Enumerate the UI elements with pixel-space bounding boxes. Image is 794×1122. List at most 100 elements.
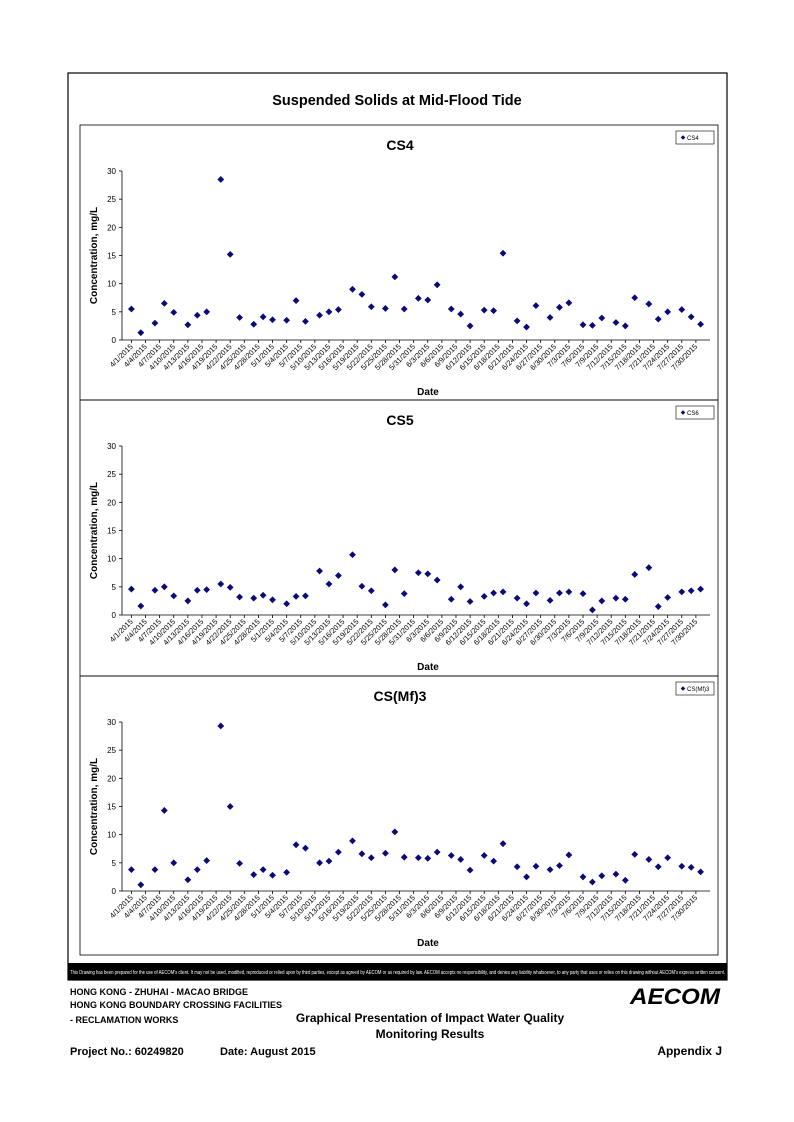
data-point [589, 321, 596, 329]
data-point [499, 249, 507, 257]
data-point [565, 299, 573, 307]
y-tick-label: 0 [112, 887, 117, 896]
data-point [269, 596, 276, 604]
data-point [128, 305, 135, 313]
data-point [391, 273, 399, 281]
data-point [447, 852, 455, 859]
data-point [316, 859, 323, 867]
data-point [316, 311, 323, 319]
data-point [490, 857, 498, 865]
y-tick-label: 5 [112, 583, 117, 592]
project-line: HONG KONG - ZHUHAI - MACAO BRIDGE [70, 987, 248, 997]
data-point [466, 598, 474, 605]
data-point [269, 316, 276, 324]
data-point [217, 580, 225, 588]
y-tick-label: 30 [107, 167, 116, 176]
data-point [302, 844, 309, 852]
data-point [302, 318, 309, 325]
data-point [358, 290, 366, 298]
data-point [325, 857, 333, 865]
data-point [334, 848, 342, 856]
data-point [579, 590, 587, 597]
data-point [556, 589, 563, 597]
data-point [259, 313, 267, 321]
data-point [349, 285, 356, 293]
data-point [193, 311, 201, 319]
data-point [283, 316, 291, 324]
data-point [645, 300, 653, 308]
data-point [137, 329, 145, 337]
y-tick-label: 30 [107, 442, 116, 451]
data-point [302, 592, 309, 600]
legend-box [675, 130, 715, 145]
data-point [391, 828, 399, 836]
y-tick-label: 0 [112, 336, 117, 345]
data-point [160, 583, 168, 591]
project-no: Project No.: 60249820 [70, 1046, 184, 1058]
x-axis-label: Date [417, 938, 439, 949]
data-point [334, 572, 342, 579]
data-point [598, 597, 606, 605]
data-point [490, 307, 498, 315]
data-point [236, 859, 243, 867]
data-point [523, 323, 530, 331]
y-tick-label: 15 [107, 803, 116, 812]
data-point [193, 866, 201, 873]
data-point [480, 593, 488, 600]
data-point [424, 854, 432, 862]
data-point [382, 305, 389, 312]
data-point [203, 586, 211, 594]
data-point [621, 876, 629, 884]
data-point [457, 583, 465, 591]
data-point [367, 854, 375, 862]
data-point [645, 856, 653, 863]
chart-title: CS(Mf)3 [374, 688, 427, 704]
data-point [236, 593, 243, 601]
data-point [358, 850, 366, 858]
data-point [203, 308, 211, 316]
data-point [349, 551, 356, 559]
data-point [565, 851, 573, 859]
data-point [283, 869, 291, 876]
y-tick-label: 10 [107, 555, 116, 564]
data-point [645, 564, 653, 572]
data-point [697, 585, 704, 593]
x-axis-label: Date [417, 387, 439, 398]
data-point [414, 569, 422, 577]
data-point [414, 294, 422, 302]
legend-box [675, 405, 715, 420]
data-point [523, 873, 530, 881]
y-tick-label: 20 [107, 223, 116, 232]
data-point [532, 302, 540, 310]
data-point [678, 306, 686, 313]
data-point [137, 881, 145, 889]
data-point [367, 587, 375, 595]
data-point [480, 852, 488, 859]
data-point [151, 586, 159, 594]
y-tick-label: 0 [112, 611, 117, 620]
data-point [457, 856, 465, 863]
data-point [513, 317, 521, 325]
data-point [424, 570, 432, 578]
data-point [283, 600, 291, 608]
project-line: - RECLAMATION WORKS [70, 1015, 178, 1025]
data-point [292, 297, 300, 304]
data-point [170, 859, 178, 867]
data-point [631, 294, 639, 302]
data-point [490, 589, 498, 597]
data-point [259, 591, 267, 599]
data-point [250, 594, 258, 602]
data-point [687, 313, 695, 321]
data-point [598, 872, 606, 880]
y-tick-label: 5 [112, 308, 117, 317]
chart-frame [79, 675, 719, 956]
data-point [391, 566, 399, 574]
page-border [67, 72, 728, 981]
data-point [382, 849, 389, 857]
data-point [612, 319, 620, 326]
y-tick-label: 10 [107, 831, 116, 840]
data-point [226, 583, 234, 591]
data-point [466, 322, 474, 330]
legend-entry: CS6 [687, 411, 699, 417]
data-point [170, 592, 178, 600]
